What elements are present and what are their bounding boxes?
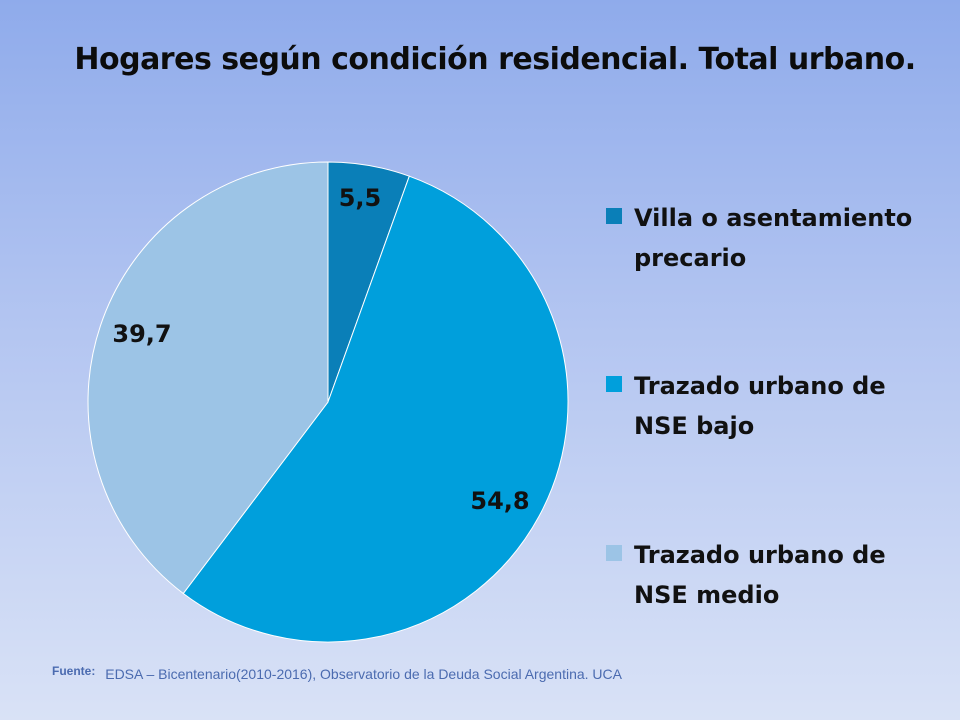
data-label-villa: 5,5 bbox=[339, 184, 382, 212]
pie-slice-nse-bajo bbox=[182, 175, 569, 643]
legend-label-nse-bajo-line2: NSE bajo bbox=[634, 412, 755, 440]
legend-label-villa-line1: Villa o asentamiento bbox=[634, 204, 913, 232]
legend-label-nse-medio: Trazado urbano de NSE medio bbox=[634, 535, 934, 615]
legend-swatch-nse-medio bbox=[606, 545, 622, 561]
legend-swatch-villa bbox=[606, 208, 622, 224]
source-note: Fuente: EDSA – Bicentenario(2010-2016), … bbox=[52, 664, 622, 682]
legend-label-villa: Villa o asentamiento precario bbox=[634, 198, 934, 278]
legend-label-nse-medio-line2: NSE medio bbox=[634, 581, 780, 609]
data-label-nse-bajo: 54,8 bbox=[470, 487, 529, 515]
source-text: EDSA – Bicentenario(2010-2016), Observat… bbox=[105, 666, 622, 682]
source-key: Fuente: bbox=[52, 664, 96, 678]
legend-swatch-nse-bajo bbox=[606, 376, 622, 392]
legend-label-nse-bajo: Trazado urbano de NSE bajo bbox=[634, 366, 934, 446]
legend-label-villa-line2: precario bbox=[634, 244, 747, 272]
chart-title: Hogares según condición residencial. Tot… bbox=[74, 42, 916, 77]
data-label-nse-medio: 39,7 bbox=[112, 320, 171, 348]
legend-label-nse-bajo-line1: Trazado urbano de bbox=[634, 372, 886, 400]
legend-label-nse-medio-line1: Trazado urbano de bbox=[634, 541, 886, 569]
pie-slice-nse-medio bbox=[87, 161, 329, 595]
